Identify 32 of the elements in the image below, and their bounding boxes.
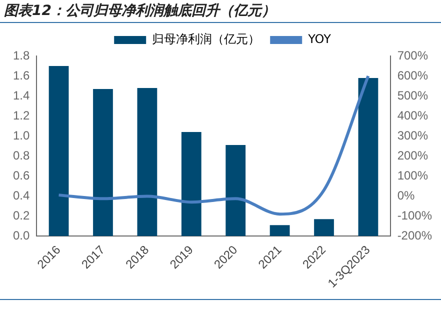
y2-tick-label: -200%: [397, 228, 432, 242]
y2-tick-label: 500%: [397, 88, 428, 102]
y-tick-label: 1.0: [12, 128, 30, 142]
legend-label: 归母净利润（亿元）: [152, 32, 260, 46]
y2-tick-label: 600%: [397, 68, 428, 82]
y2-tick-label: -100%: [397, 208, 432, 222]
y2-tick-label: 400%: [397, 108, 428, 122]
y-tick-label: 1.2: [12, 108, 30, 122]
y-tick-label: 1.6: [12, 68, 30, 82]
y-tick-label: 0.4: [12, 188, 30, 202]
y2-tick-label: 700%: [397, 48, 428, 62]
legend-label: YOY: [307, 32, 332, 46]
y2-tick-label: 0%: [397, 188, 415, 202]
bar: [358, 78, 378, 236]
line-series: [57, 74, 370, 216]
bar: [48, 66, 69, 236]
y-tick-label: 0.8: [12, 148, 30, 162]
y-tick-label: 0.2: [12, 208, 30, 222]
bar: [270, 225, 290, 236]
y-tick-label: 0.0: [12, 228, 30, 242]
y2-tick-label: 200%: [397, 148, 428, 162]
bar: [137, 88, 158, 236]
bar: [226, 145, 246, 236]
bar: [93, 89, 113, 236]
bar: [314, 219, 334, 236]
y-tick-label: 0.6: [12, 168, 30, 182]
y2-tick-label: 100%: [397, 168, 428, 182]
chart-title: 图表12：公司归母净利润触底回升（亿元）: [4, 2, 276, 20]
bar: [181, 132, 202, 236]
y2-tick-label: 300%: [397, 128, 428, 142]
y-tick-label: 1.4: [12, 88, 30, 102]
y-tick-label: 1.8: [12, 48, 30, 62]
